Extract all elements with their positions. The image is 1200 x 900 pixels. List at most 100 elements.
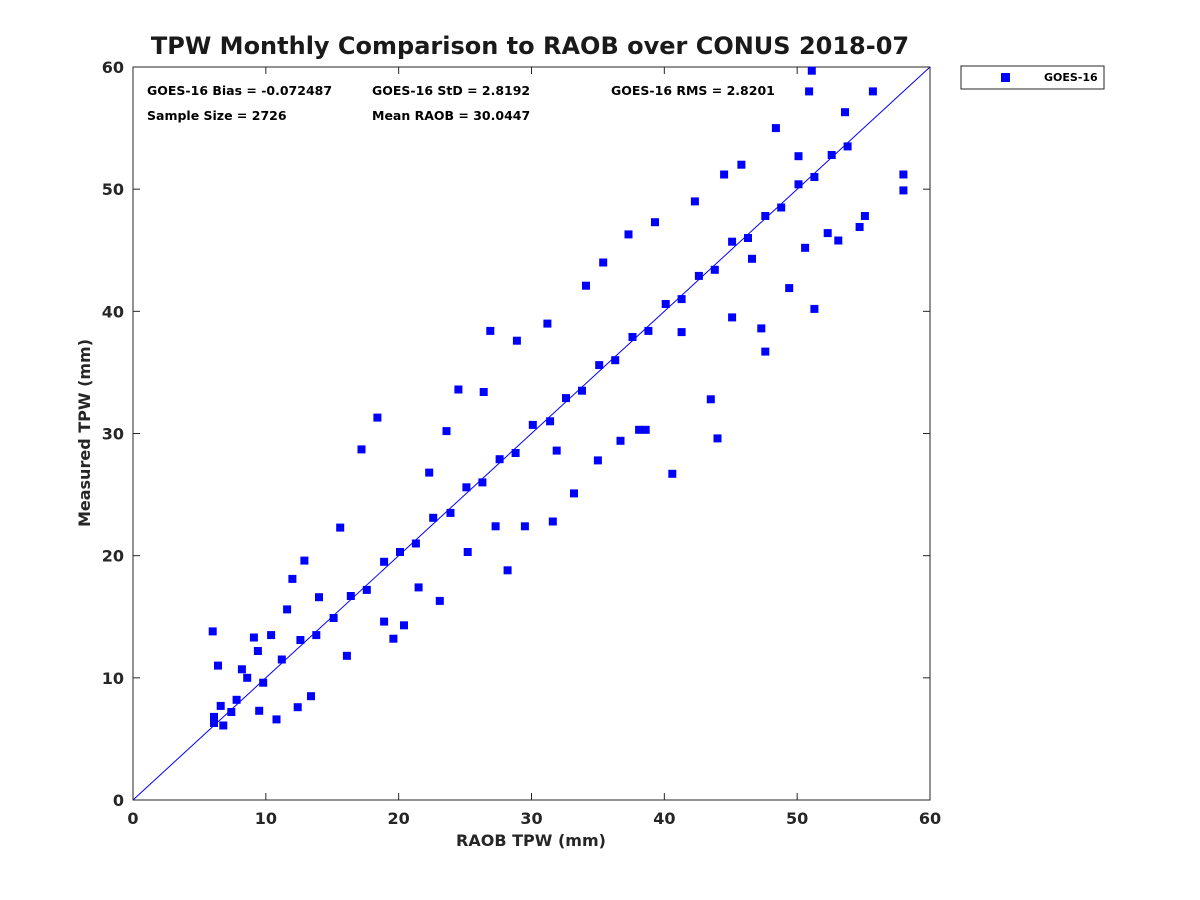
data-point: [380, 557, 389, 566]
data-point: [478, 478, 487, 487]
data-point: [373, 413, 382, 422]
data-point: [748, 254, 756, 263]
data-point: [486, 326, 495, 335]
legend-marker-square-icon: [1001, 73, 1010, 82]
data-point: [293, 703, 302, 712]
data-point: [578, 386, 586, 395]
data-point: [641, 425, 650, 434]
stat-mean-raob: Mean RAOB = 30.0447: [372, 108, 530, 123]
data-point: [834, 236, 843, 245]
data-point: [346, 592, 355, 600]
data-point: [208, 627, 217, 636]
data-point: [296, 636, 305, 644]
y-tick-label: 30: [102, 425, 124, 444]
data-point: [255, 706, 264, 715]
data-point: [677, 295, 686, 304]
data-point: [728, 313, 737, 322]
legend-label: GOES-16: [1044, 71, 1098, 84]
data-point: [463, 548, 472, 556]
data-point: [860, 212, 869, 220]
data-point: [253, 647, 262, 655]
data-point: [794, 152, 803, 161]
data-point: [503, 566, 512, 575]
data-point: [520, 522, 529, 531]
x-tick-label: 30: [520, 809, 542, 828]
data-point: [288, 574, 297, 583]
data-point: [219, 721, 228, 730]
data-point: [227, 708, 236, 716]
data-point: [307, 692, 315, 701]
data-point: [690, 197, 699, 206]
data-point: [616, 436, 625, 445]
data-point: [694, 271, 703, 280]
data-point: [562, 394, 570, 403]
data-point: [624, 230, 633, 239]
x-tick-label: 50: [786, 809, 808, 828]
data-point: [777, 203, 786, 212]
data-point: [552, 446, 561, 455]
data-point: [479, 388, 488, 396]
stat-sample-size: Sample Size = 2726: [147, 108, 287, 123]
data-point: [805, 87, 814, 96]
data-point: [785, 284, 794, 293]
data-point: [454, 385, 463, 394]
y-axis-label: Measured TPW (mm): [75, 339, 94, 527]
x-tick-label: 60: [919, 809, 941, 828]
x-axis-label: RAOB TPW (mm): [456, 831, 606, 850]
data-point: [277, 655, 286, 664]
data-point: [628, 333, 637, 341]
y-tick-label: 10: [102, 669, 124, 688]
x-tick-label: 20: [388, 809, 410, 828]
data-point: [435, 596, 444, 605]
data-point: [644, 326, 653, 335]
data-point: [300, 556, 309, 565]
data-point: [546, 417, 555, 426]
data-point: [868, 87, 877, 96]
data-point: [389, 634, 398, 643]
data-point: [761, 212, 770, 220]
data-point: [429, 513, 438, 522]
data-point: [329, 614, 338, 622]
data-point: [807, 66, 816, 75]
data-point: [259, 678, 268, 687]
data-point: [810, 173, 819, 181]
y-tick-label: 60: [102, 58, 124, 77]
data-point: [827, 151, 836, 159]
data-point: [677, 328, 686, 337]
data-point: [635, 425, 644, 434]
data-point: [446, 508, 455, 517]
data-point: [511, 449, 520, 457]
data-point: [706, 395, 715, 404]
data-point: [843, 142, 852, 151]
data-point: [232, 695, 241, 704]
data-point: [794, 180, 803, 189]
data-point: [442, 427, 451, 436]
data-point: [214, 661, 222, 670]
data-point: [462, 483, 471, 492]
data-point: [611, 356, 620, 365]
data-point: [495, 455, 504, 464]
data-point: [761, 347, 770, 356]
data-point: [582, 281, 590, 290]
data-point: [599, 258, 608, 267]
x-axis: 0 10 20 30 40 50 60: [127, 67, 941, 828]
data-point: [237, 665, 246, 674]
data-point: [841, 108, 849, 117]
data-point: [543, 319, 552, 328]
data-point: [414, 583, 423, 592]
data-point: [396, 548, 404, 556]
data-point: [380, 617, 389, 626]
data-point: [243, 673, 252, 682]
data-point: [720, 170, 729, 179]
data-point: [210, 712, 218, 721]
stat-std: GOES-16 StD = 2.8192: [372, 83, 530, 98]
data-point: [336, 523, 345, 532]
data-point: [272, 715, 281, 724]
one-to-one-line: [132, 66, 931, 801]
data-point: [713, 434, 722, 443]
data-point: [528, 420, 537, 429]
data-point: [425, 468, 434, 477]
data-point: [512, 336, 521, 345]
chart-title: TPW Monthly Comparison to RAOB over CONU…: [151, 32, 909, 60]
